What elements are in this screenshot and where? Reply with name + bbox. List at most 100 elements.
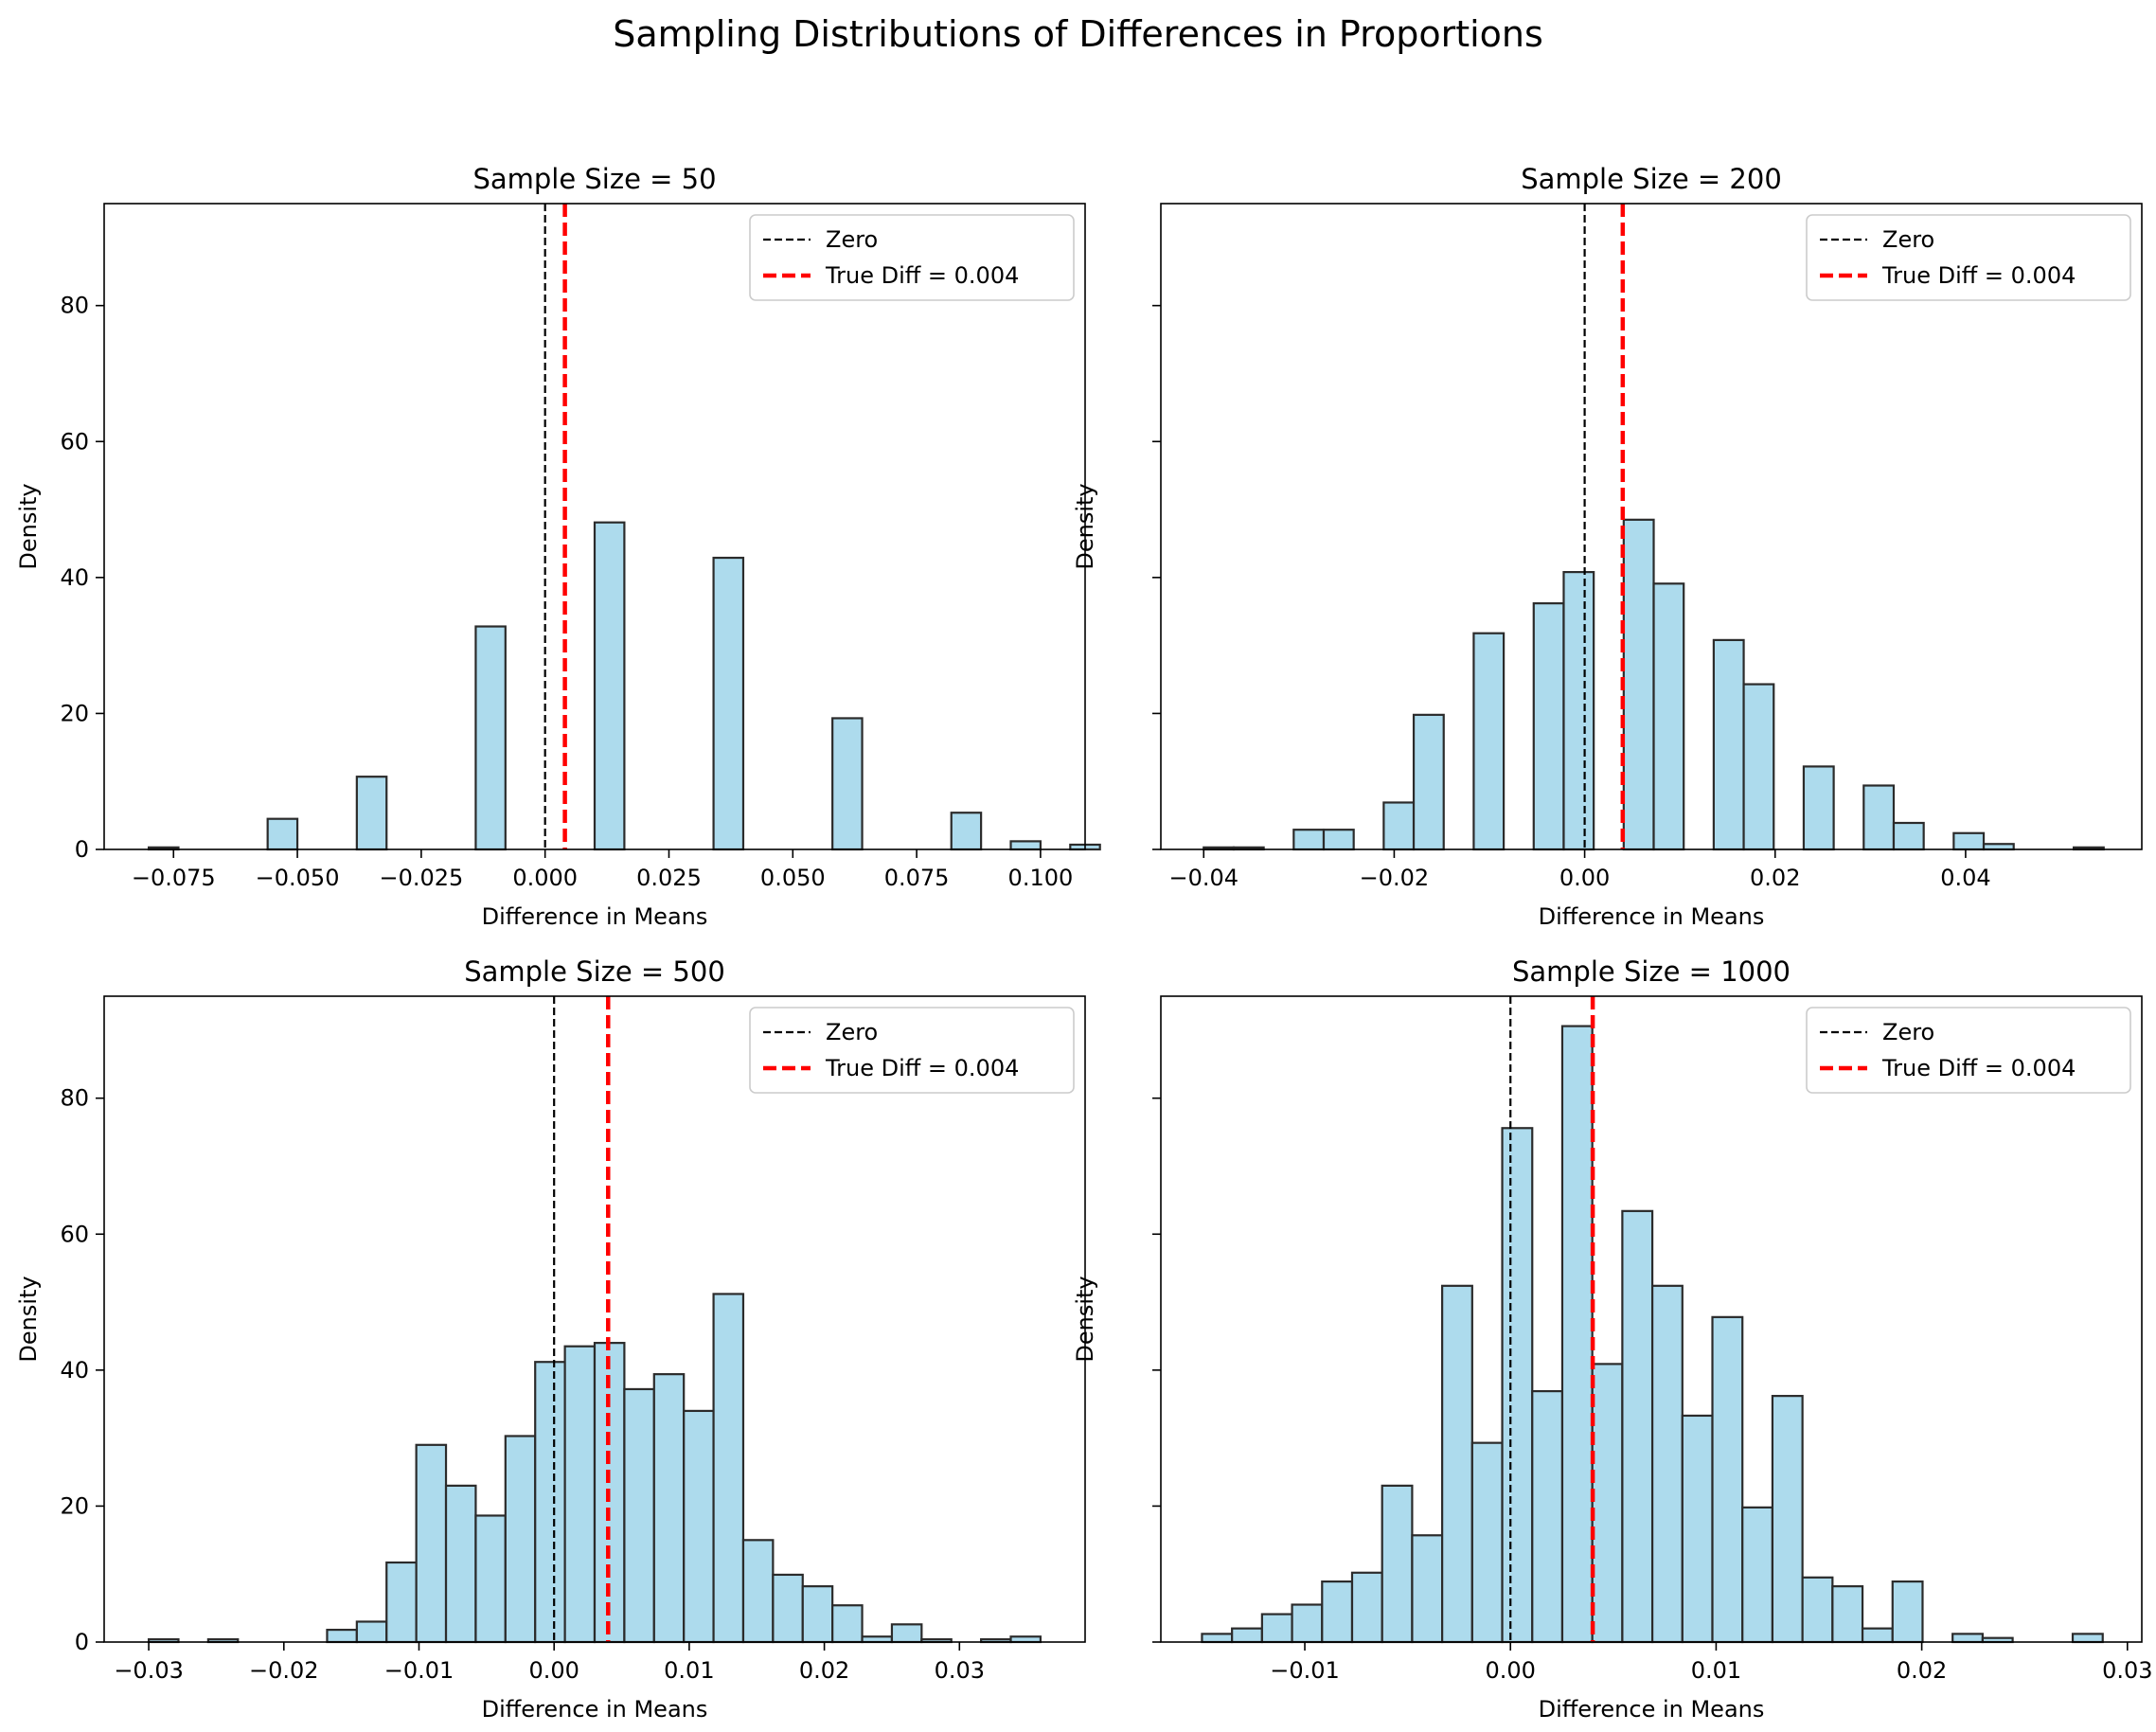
histogram-bar <box>950 812 983 851</box>
histogram-bar <box>1951 1633 1984 1644</box>
legend-true-diff-label: True Diff = 0.004 <box>825 1055 1019 1081</box>
histogram-bar <box>534 1361 566 1644</box>
histogram-bar <box>890 1623 923 1644</box>
axes-frame <box>1160 995 2143 1643</box>
legend-box <box>749 1007 1075 1094</box>
histogram-bar <box>1801 1576 1834 1644</box>
histogram-bar <box>1411 1534 1444 1644</box>
x-tick-label: −0.01 <box>1270 1657 1340 1684</box>
histogram-bar <box>801 1585 834 1644</box>
histogram-bar <box>1501 1127 1534 1644</box>
y-tick-label: 80 <box>60 1085 89 1112</box>
histogram-bar <box>772 1573 804 1644</box>
x-tick-label: −0.050 <box>256 865 340 891</box>
y-tick-label: 60 <box>60 428 89 455</box>
histogram-bar <box>1291 1603 1324 1644</box>
histogram-bar <box>1560 1025 1594 1644</box>
histogram-bar <box>1742 683 1775 851</box>
axes-frame <box>103 995 1086 1643</box>
histogram-bar <box>355 1620 388 1644</box>
histogram-bar <box>1802 765 1835 851</box>
histogram-bar <box>563 1345 597 1644</box>
histogram-bar <box>1231 1627 1263 1644</box>
x-tick-label: −0.02 <box>249 1657 319 1684</box>
histogram-bar <box>652 1373 686 1644</box>
y-tick-label: 0 <box>75 1629 89 1655</box>
x-axis-label: Difference in Means <box>482 1696 708 1723</box>
histogram-bar <box>1532 602 1565 851</box>
legend: Zero True Diff = 0.004 <box>1806 1007 2131 1094</box>
histogram-bar <box>683 1409 715 1644</box>
histogram-bar <box>1470 1441 1504 1644</box>
y-axis-label: Density <box>1072 483 1098 569</box>
legend-box <box>1806 214 2131 301</box>
legend-zero-label: Zero <box>826 1019 878 1045</box>
y-axis-label: Density <box>15 483 42 569</box>
subplot-3: −0.03 −0.02 −0.01 0.00 0.01 0.02 0.03 0 20 40 60 80… <box>15 955 1086 1723</box>
y-tick-label: 0 <box>75 836 89 863</box>
histogram-bar <box>1009 1635 1042 1644</box>
legend-zero-label: Zero <box>826 226 878 253</box>
subplot-2: −0.04 −0.02 0.00 0.02 0.04 Sample Size = 200 D… <box>1072 163 2143 930</box>
x-tick-label: 0.025 <box>636 865 702 891</box>
legend-zero-label: Zero <box>1882 1019 1934 1045</box>
x-tick-label: −0.03 <box>114 1657 184 1684</box>
legend-true-diff-label: True Diff = 0.004 <box>1881 262 2076 289</box>
legend-zero-label: Zero <box>1882 226 1934 253</box>
histogram-bar <box>415 1443 448 1644</box>
histogram-bar <box>266 817 299 851</box>
histogram-bar <box>1260 1613 1293 1644</box>
axes-frame <box>103 203 1086 850</box>
x-tick-label: −0.01 <box>384 1657 454 1684</box>
x-tick-label: 0.00 <box>1486 1657 1536 1684</box>
histogram-bar <box>1562 570 1595 851</box>
histogram-bar <box>1831 1585 1864 1644</box>
histogram-bar <box>1381 1484 1414 1644</box>
histogram-bar <box>355 776 388 851</box>
x-tick-label: 0.02 <box>799 1657 849 1684</box>
x-tick-label: 0.02 <box>1897 1657 1947 1684</box>
histogram-bar <box>1741 1506 1774 1644</box>
legend: Zero True Diff = 0.004 <box>1806 214 2131 301</box>
histogram-bar <box>1681 1414 1714 1644</box>
x-tick-label: 0.01 <box>664 1657 714 1684</box>
histogram-bar <box>623 1387 655 1644</box>
histogram-bar <box>1892 821 1925 851</box>
histogram-bar <box>1711 1315 1744 1644</box>
y-tick-label: 40 <box>60 1357 89 1384</box>
histogram-bar <box>1350 1571 1383 1644</box>
x-tick-label: −0.075 <box>132 865 216 891</box>
histogram-bar <box>1412 713 1445 851</box>
legend-true-diff-label: True Diff = 0.004 <box>1881 1055 2076 1081</box>
histogram-bar <box>1952 831 1986 851</box>
x-axis-label: Difference in Means <box>482 903 708 930</box>
histogram-bar <box>861 1635 894 1644</box>
histogram-bar <box>1771 1395 1804 1644</box>
histogram-bar <box>1382 801 1416 851</box>
histogram-bar <box>1201 1633 1234 1644</box>
histogram-bar <box>1009 840 1042 851</box>
histogram-bar <box>831 1604 864 1644</box>
x-tick-label: −0.04 <box>1168 865 1238 891</box>
histogram-bar <box>741 1539 775 1644</box>
x-tick-label: 0.100 <box>1008 865 1074 891</box>
histogram-bar <box>1292 829 1326 851</box>
histogram-bar <box>444 1484 477 1644</box>
histogram-bar <box>1472 632 1506 851</box>
x-axis-label: Difference in Means <box>1539 903 1765 930</box>
y-axis-label: Density <box>1072 1276 1098 1362</box>
y-tick-label: 60 <box>60 1221 89 1247</box>
histogram-bar <box>712 1293 745 1644</box>
histogram-bar <box>2071 1633 2104 1644</box>
histogram-bar <box>1621 1209 1654 1644</box>
histogram-bar <box>1531 1389 1564 1644</box>
x-axis-label: Difference in Means <box>1539 1696 1765 1723</box>
x-tick-label: 0.01 <box>1691 1657 1741 1684</box>
histogram-bar <box>1441 1284 1473 1644</box>
legend: Zero True Diff = 0.004 <box>749 214 1075 301</box>
x-tick-label: 0.02 <box>1750 865 1800 891</box>
histogram-bar <box>474 625 507 851</box>
histogram-bar <box>831 717 864 851</box>
x-tick-label: 0.03 <box>2102 1657 2152 1684</box>
